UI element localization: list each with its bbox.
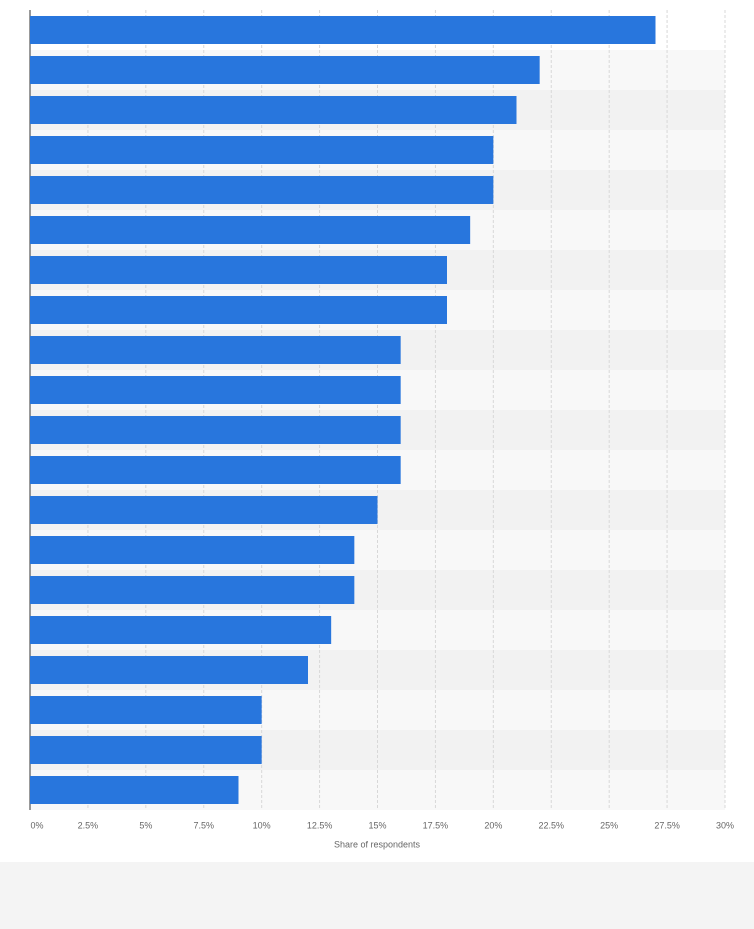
x-tick-label: 15%: [368, 820, 386, 830]
x-tick-label: 22.5%: [538, 820, 564, 830]
bar: [30, 136, 494, 164]
bar: [30, 96, 517, 124]
bar: [30, 496, 378, 524]
bar: [30, 256, 447, 284]
bar: [30, 16, 656, 44]
bar: [30, 736, 262, 764]
bar: [30, 536, 355, 564]
x-tick-label: 12.5%: [307, 820, 333, 830]
bar: [30, 776, 239, 804]
bar: [30, 216, 471, 244]
bar: [30, 376, 401, 404]
bar: [30, 416, 401, 444]
x-tick-label: 2.5%: [78, 820, 99, 830]
bar: [30, 336, 401, 364]
bar: [30, 576, 355, 604]
footer-background: [0, 862, 754, 929]
bar: [30, 176, 494, 204]
x-tick-label: 0%: [30, 820, 43, 830]
x-axis-title: Share of respondents: [334, 839, 421, 849]
x-tick-label: 30%: [716, 820, 734, 830]
bar: [30, 296, 447, 324]
x-tick-label: 17.5%: [423, 820, 449, 830]
bar: [30, 456, 401, 484]
x-tick-label: 27.5%: [654, 820, 680, 830]
bar: [30, 656, 308, 684]
x-tick-label: 20%: [484, 820, 502, 830]
x-tick-label: 7.5%: [193, 820, 214, 830]
x-tick-label: 10%: [253, 820, 271, 830]
bar: [30, 616, 332, 644]
bar: [30, 56, 540, 84]
x-tick-label: 5%: [139, 820, 152, 830]
x-tick-label: 25%: [600, 820, 618, 830]
bar: [30, 696, 262, 724]
